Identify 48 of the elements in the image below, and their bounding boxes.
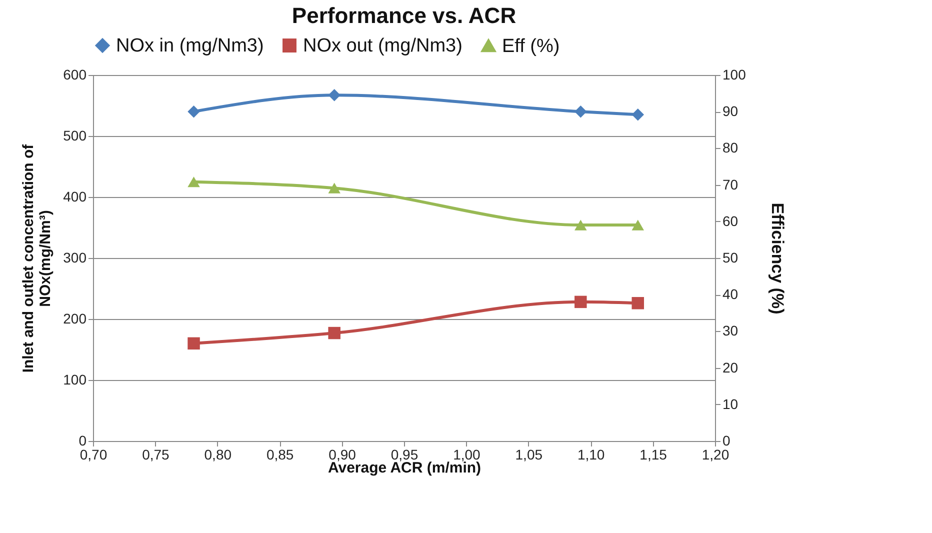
chart-title: Performance vs. ACR bbox=[292, 3, 516, 28]
point bbox=[632, 297, 644, 310]
legend-label: NOx in (mg/Nm3) bbox=[116, 36, 264, 57]
y2-axis-title: Efficiency (%) bbox=[768, 202, 787, 314]
x-tick-label: 0,90 bbox=[328, 446, 356, 462]
point bbox=[632, 220, 644, 230]
y-axis-title: Inlet and outlet concentration of NOx(mg/Nm³) bbox=[20, 143, 54, 373]
x-tick-label: 1,00 bbox=[453, 446, 481, 462]
point bbox=[574, 105, 587, 118]
y2-tick-label: 60 bbox=[722, 212, 738, 229]
x-axis-title: Average ACR (m/min) bbox=[328, 460, 482, 476]
point bbox=[328, 326, 340, 340]
y2-tick-label: 80 bbox=[722, 140, 738, 156]
y2-tick-label: 0 bbox=[722, 432, 730, 448]
y-tick-label: 400 bbox=[63, 188, 87, 204]
x-tick-label: 0,75 bbox=[142, 446, 170, 462]
legend-label: Eff (%) bbox=[502, 36, 560, 57]
point bbox=[574, 220, 587, 230]
y2-tick-label: 90 bbox=[722, 103, 738, 120]
x-tick-label: 0,85 bbox=[266, 446, 294, 462]
x-tick-label: 1,10 bbox=[577, 446, 605, 462]
x-tick-label: 1,20 bbox=[702, 446, 730, 462]
point bbox=[188, 105, 200, 118]
point bbox=[328, 89, 340, 102]
y-tick-label: 600 bbox=[63, 66, 87, 82]
x-tick-label: 1,05 bbox=[515, 446, 543, 462]
x-tick-label: 0,80 bbox=[204, 446, 232, 462]
x-tick-label: 0,95 bbox=[390, 446, 418, 462]
y-tick-label: 200 bbox=[63, 310, 87, 326]
y-tick-label: 500 bbox=[63, 128, 87, 144]
y-tick-label: 0 bbox=[78, 432, 87, 448]
y2-tick-label: 70 bbox=[722, 176, 738, 192]
y2-tick-label: 50 bbox=[722, 250, 738, 266]
y2-tick-label: 30 bbox=[722, 322, 738, 339]
x-tick-label: 1,15 bbox=[640, 446, 668, 462]
point bbox=[328, 182, 340, 194]
y2-tick-label: 10 bbox=[722, 396, 738, 412]
point bbox=[574, 296, 587, 308]
y2-tick-label: 20 bbox=[722, 359, 738, 376]
point bbox=[188, 337, 200, 350]
y2-tick-label: 40 bbox=[722, 286, 738, 302]
x-tick-label: 0,70 bbox=[80, 446, 108, 462]
point bbox=[188, 176, 200, 188]
y-tick-label: 300 bbox=[63, 250, 87, 266]
y-tick-label: 100 bbox=[63, 372, 87, 388]
y2-tick-label: 100 bbox=[722, 66, 746, 82]
point bbox=[632, 108, 644, 121]
legend-label: NOx out (mg/Nm3) bbox=[303, 36, 462, 57]
